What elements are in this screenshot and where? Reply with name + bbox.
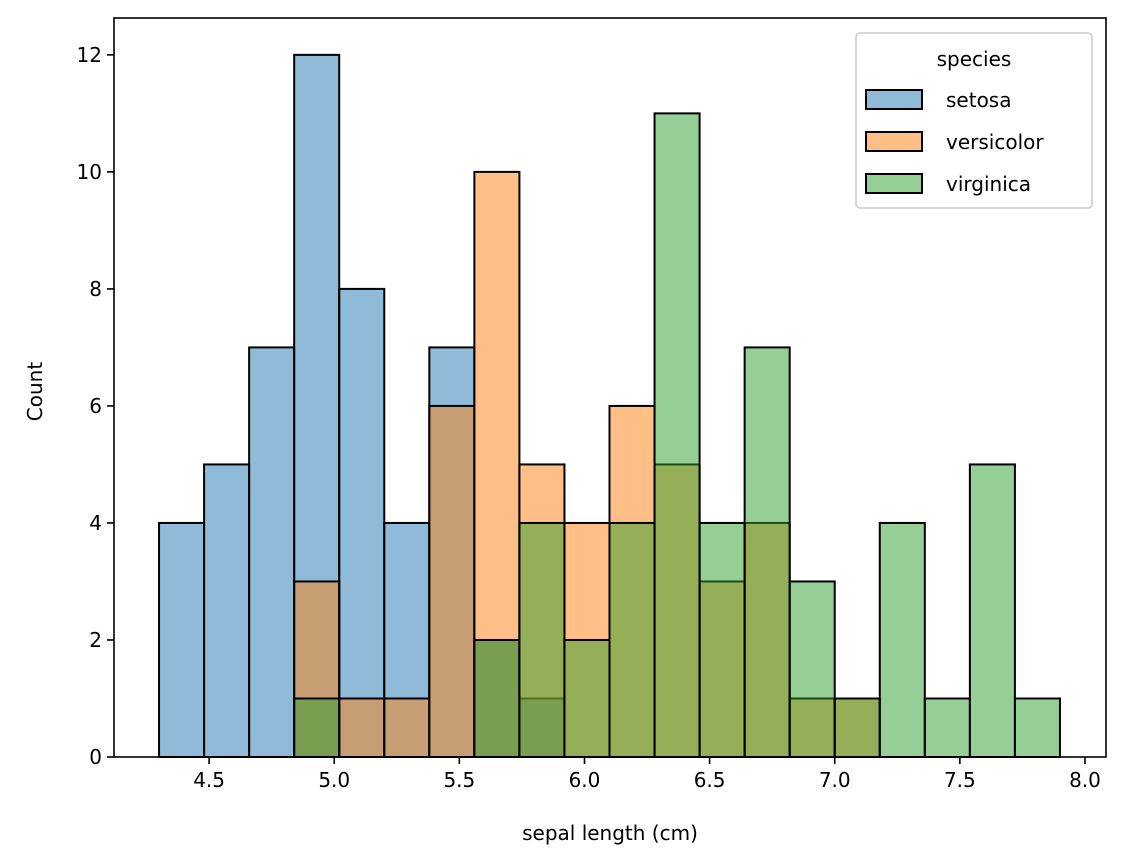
bar-virginica-12 (698, 521, 746, 759)
bar-virginica-8 (518, 521, 566, 759)
series-virginica (293, 112, 1061, 759)
y-tick-label: 6 (89, 394, 102, 418)
x-tick-label: 6.5 (694, 768, 726, 792)
x-tick-label: 7.0 (819, 768, 851, 792)
legend-entry-versicolor: versicolor (865, 130, 1044, 154)
x-tick-label: 6.0 (569, 768, 601, 792)
bar-virginica-16 (878, 521, 926, 759)
legend-label-versicolor: versicolor (946, 130, 1044, 154)
bar-virginica-15 (833, 697, 881, 759)
legend-box (855, 32, 1093, 209)
x-axis-ticks: 4.5 5.0 5.5 6.0 6.5 7.0 7.5 8.0 (193, 757, 1101, 792)
bars-layer (158, 53, 1061, 759)
legend-entry-setosa: setosa (865, 88, 1011, 112)
bar-virginica-11 (653, 112, 701, 758)
bar-setosa-1 (203, 463, 251, 758)
bar-setosa-0 (158, 521, 206, 759)
legend-swatch-virginica (865, 173, 923, 194)
bar-versicolor-4 (338, 697, 386, 759)
legend-swatch-versicolor (865, 131, 923, 152)
x-tick-label: 5.5 (443, 768, 475, 792)
bar-virginica-19 (1013, 697, 1061, 759)
bar-virginica-17 (923, 697, 971, 759)
legend-entries: setosa versicolor virginica (865, 88, 1044, 196)
y-tick-label: 8 (89, 277, 102, 301)
y-axis-ticks: 0 2 4 6 8 10 12 (77, 43, 114, 769)
bar-virginica-9 (563, 638, 611, 759)
y-tick-label: 12 (77, 43, 102, 67)
bar-setosa-2 (248, 346, 296, 758)
x-tick-label: 7.5 (944, 768, 976, 792)
legend-title: species (937, 47, 1012, 71)
axes-frame (113, 17, 1107, 758)
y-tick-label: 2 (89, 628, 102, 652)
legend-swatch-setosa (865, 89, 923, 110)
x-tick-label: 5.0 (318, 768, 350, 792)
bar-virginica-13 (743, 346, 791, 758)
bar-virginica-18 (968, 463, 1016, 758)
bar-virginica-3 (293, 697, 341, 759)
x-tick-label: 8.0 (1069, 768, 1101, 792)
legend: species setosa versicolor virginica (855, 32, 1093, 209)
legend-label-virginica: virginica (946, 172, 1031, 196)
bar-virginica-10 (608, 521, 656, 759)
y-tick-label: 4 (89, 511, 102, 535)
bar-versicolor-5 (383, 697, 431, 759)
y-tick-label: 0 (89, 745, 102, 769)
legend-label-setosa: setosa (946, 88, 1011, 112)
bar-virginica-14 (788, 580, 836, 759)
bar-virginica-7 (473, 638, 521, 759)
x-tick-label: 4.5 (193, 768, 225, 792)
y-tick-label: 10 (77, 160, 102, 184)
legend-entry-virginica: virginica (865, 172, 1031, 196)
bar-setosa-4 (338, 287, 386, 758)
x-axis-label: sepal length (cm) (522, 821, 698, 845)
bar-versicolor-6 (428, 404, 476, 758)
y-axis-label: Count (23, 362, 47, 422)
